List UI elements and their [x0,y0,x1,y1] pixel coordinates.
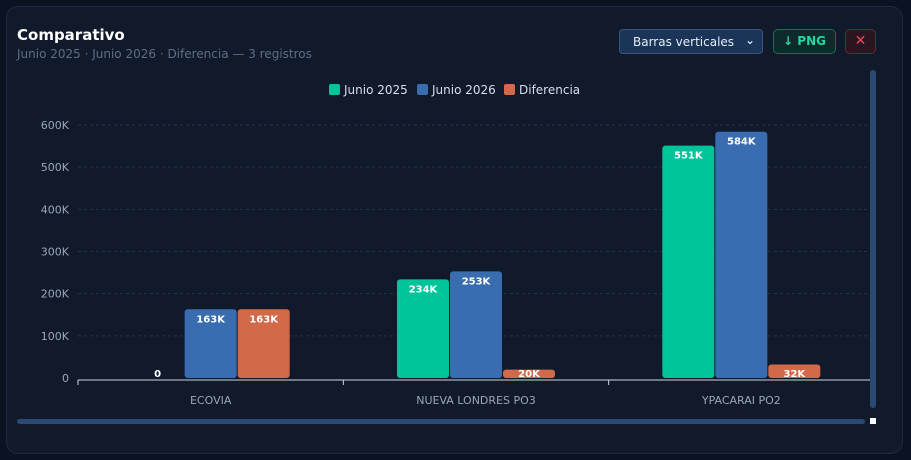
close-icon: ✕ [854,33,867,49]
y-tick-label: 100K [41,330,70,343]
legend-label: Junio 2025 [343,83,408,97]
x-tick-label: ECOVIA [190,394,232,407]
bar [715,131,768,378]
y-tick-label: 400K [41,203,70,216]
bar-value-label: 584K [727,137,757,148]
chart-type-select-value: Barras verticales [633,35,735,49]
bar-value-label: 234K [409,284,439,295]
bar [503,369,555,378]
bar [662,145,715,378]
bar-value-label: 20K [518,369,541,380]
legend-label: Junio 2026 [431,83,496,97]
png-button-label: PNG [797,34,826,48]
y-tick-label: 500K [41,161,70,174]
bar [184,309,237,378]
vertical-scrollbar[interactable] [870,70,876,408]
y-tick-label: 600K [41,119,70,132]
chevron-down-icon: ⌄ [744,33,755,47]
chart-title: Comparativo [17,26,125,44]
bar-value-label: 253K [462,276,492,287]
close-button[interactable]: ✕ [845,29,876,54]
bar-value-label: 163K [249,314,279,325]
bar [237,309,290,378]
bar-value-label: 163K [196,314,226,325]
bar-value-label: 0 [154,369,161,380]
x-tick-label: YPACARAI PO2 [701,394,781,407]
y-tick-label: 0 [62,372,69,385]
chart-subtitle: Junio 2025 · Junio 2026 · Diferencia — 3… [17,47,312,61]
horizontal-scrollbar[interactable] [17,419,865,424]
legend-label: Diferencia [519,83,580,97]
bar [397,279,449,378]
arrow-down-icon: ↓ [783,34,794,48]
chart-type-select[interactable]: Barras verticales ⌄ [619,29,763,54]
legend-swatch [329,84,340,95]
bar-value-label: 551K [674,151,704,162]
bar [450,271,502,378]
y-tick-label: 300K [41,246,70,259]
download-png-button[interactable]: ↓ PNG [773,29,836,54]
bar [768,364,821,378]
scrollbar-corner [870,418,876,424]
bar-value-label: 32K [783,369,806,380]
legend-swatch [504,84,515,95]
legend-swatch [417,84,428,95]
y-tick-label: 200K [41,288,70,301]
x-tick-label: NUEVA LONDRES PO3 [416,394,536,407]
